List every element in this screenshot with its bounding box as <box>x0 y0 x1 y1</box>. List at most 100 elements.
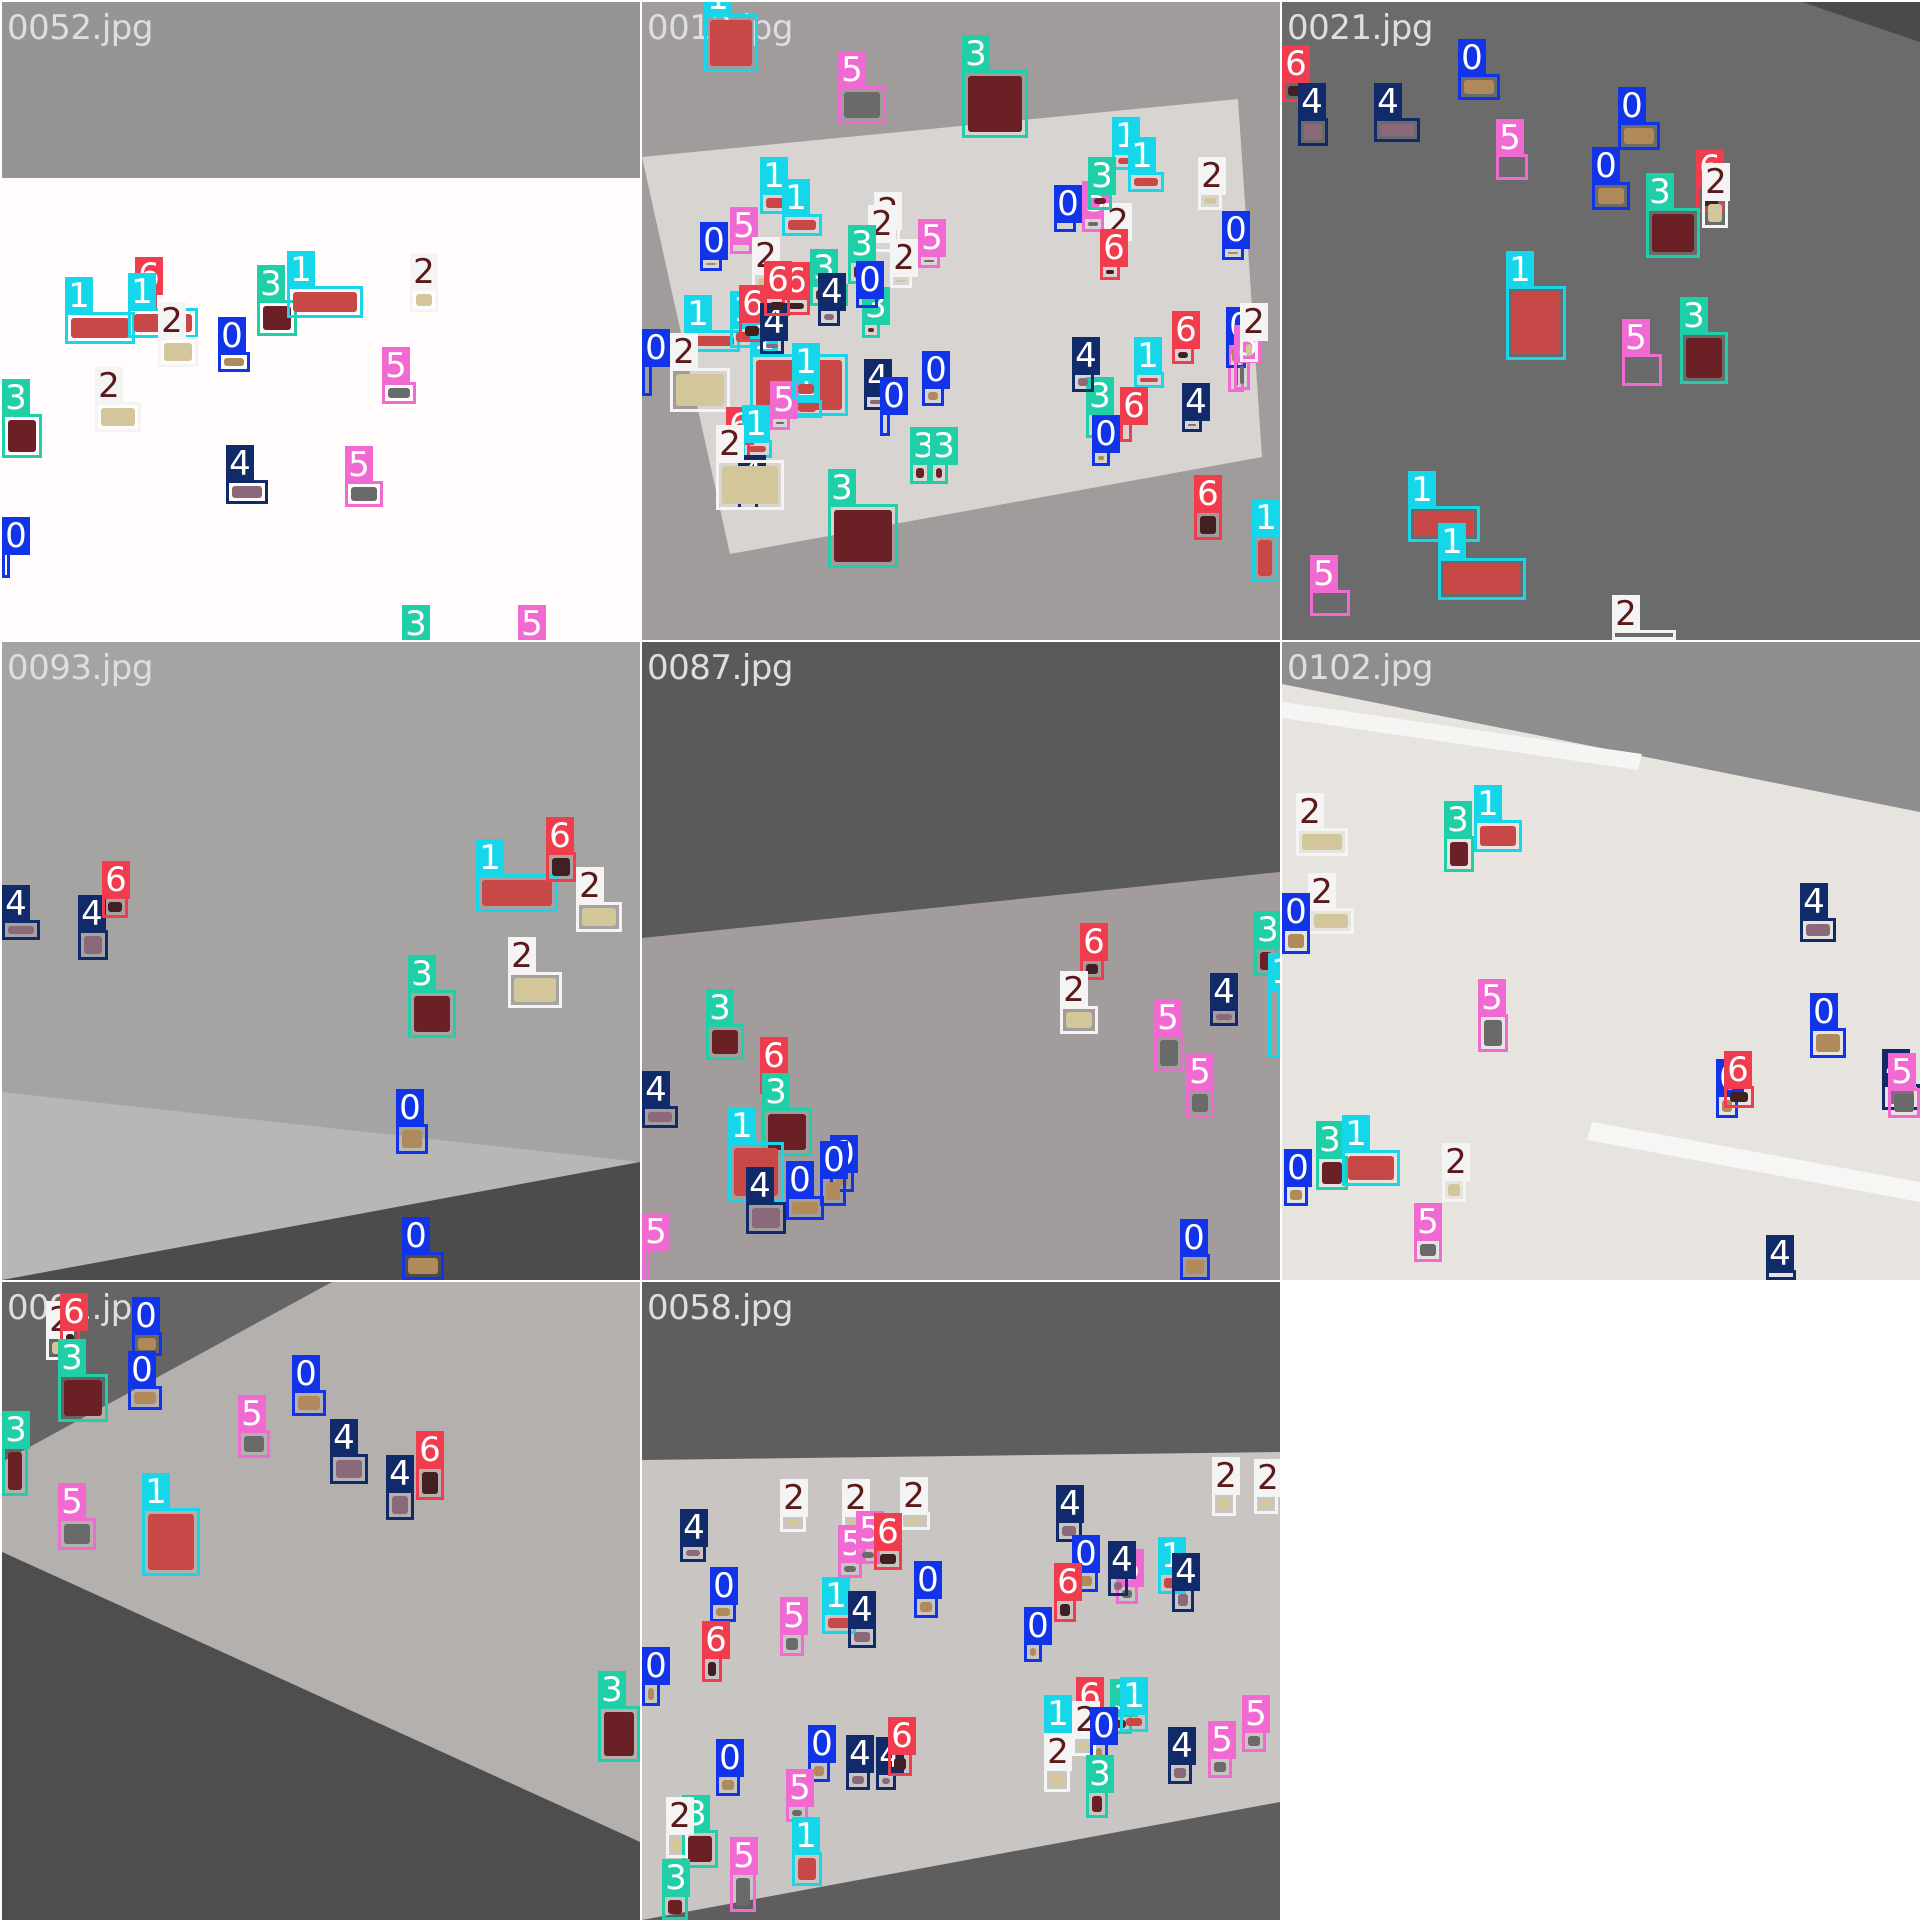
detection-box: 1 <box>287 251 363 318</box>
class-label: 4 <box>1766 1235 1794 1273</box>
detection-box: 3 <box>2 379 42 458</box>
class-label: 0 <box>1618 87 1646 125</box>
detection-box: 0 <box>700 222 728 271</box>
detection-box: 4 <box>1172 1553 1200 1612</box>
detection-box: 1 <box>1128 137 1164 192</box>
class-label: 0 <box>396 1089 424 1127</box>
detection-box: 5 <box>1496 119 1528 180</box>
detection-box: 6 <box>546 817 576 882</box>
detection-box: 5 <box>730 1837 758 1912</box>
class-label: 0 <box>710 1567 738 1605</box>
detection-box: 5 <box>642 1213 670 1280</box>
class-label: 6 <box>888 1717 916 1755</box>
class-label: 1 <box>142 1473 170 1511</box>
class-label: 0 <box>880 377 908 415</box>
class-label: 1 <box>1252 499 1280 537</box>
class-label: 3 <box>930 427 958 465</box>
detection-box: 6 <box>1282 45 1310 102</box>
detection-box: 5 <box>730 207 758 254</box>
detection-box: 1 <box>1268 953 1280 1058</box>
class-label: 4 <box>1210 973 1238 1011</box>
class-label: 2 <box>508 937 536 975</box>
detection-box: 4 <box>680 1509 708 1562</box>
detection-box: 3 <box>2 1411 30 1496</box>
class-label: 4 <box>330 1419 358 1457</box>
detection-box: 3 <box>598 1671 640 1762</box>
class-label: 4 <box>1108 1541 1136 1579</box>
detection-box: 5 <box>1234 325 1262 390</box>
class-label: 4 <box>1172 1553 1200 1591</box>
class-label: 6 <box>60 1293 88 1331</box>
class-label: 4 <box>386 1455 414 1493</box>
detection-box: 6 <box>1194 475 1222 540</box>
detection-box: 3 <box>408 955 456 1038</box>
detection-box: 4 <box>1168 1727 1196 1784</box>
detection-box: 1 <box>1342 1115 1400 1186</box>
detection-box: 0 <box>1618 87 1660 150</box>
detection-box: 3 <box>828 469 898 568</box>
class-label: 2 <box>95 367 123 405</box>
class-label: 3 <box>402 605 430 640</box>
detection-box: 4 <box>2 885 40 940</box>
tile-background <box>2 1282 640 1920</box>
detection-box: 0 <box>396 1089 428 1154</box>
detection-box: 6 <box>1080 923 1108 980</box>
detection-box: 0 <box>1180 1219 1210 1280</box>
class-label: 5 <box>1888 1053 1916 1091</box>
detection-box: 4 <box>330 1419 368 1484</box>
detection-box: 3 <box>1086 1755 1114 1818</box>
class-label: 2 <box>1442 1143 1470 1181</box>
class-label: 2 <box>1198 157 1226 195</box>
detection-box: 4 <box>1210 973 1238 1026</box>
detection-box: 1 <box>684 295 740 352</box>
class-label: 3 <box>58 1339 86 1377</box>
class-label: 5 <box>58 1483 86 1521</box>
detection-box: 0 <box>856 261 884 308</box>
class-label: 0 <box>1458 39 1486 77</box>
detection-box: 3 <box>1646 173 1700 258</box>
detection-box: 5 <box>1208 1721 1236 1778</box>
class-label: 0 <box>1180 1219 1208 1257</box>
detection-box: 5 <box>838 51 886 124</box>
detection-box: 5 <box>1622 319 1662 386</box>
empty-tile <box>1282 1282 1920 1920</box>
class-label: 6 <box>1080 923 1108 961</box>
class-label: 6 <box>546 817 574 855</box>
detection-box: 3 <box>1254 911 1280 976</box>
class-label: 1 <box>782 179 810 217</box>
class-label: 4 <box>1168 1727 1196 1765</box>
detection-box: 1 <box>822 1577 856 1634</box>
class-label: 2 <box>716 425 744 463</box>
detection-box: 4 <box>1108 1541 1136 1596</box>
class-label: 3 <box>1316 1121 1344 1159</box>
detection-box: 2 <box>1212 1457 1240 1516</box>
detection-box: 0 <box>1222 211 1250 260</box>
detection-box: 4 <box>642 1071 678 1128</box>
class-label: 0 <box>1222 211 1250 249</box>
class-label: 6 <box>102 861 130 899</box>
detection-box: 0 <box>716 1739 744 1796</box>
class-label: 0 <box>1284 1149 1312 1187</box>
class-label: 1 <box>1506 251 1534 289</box>
detection-box: 1 <box>1474 785 1522 852</box>
detection-box: 0 <box>1092 415 1120 466</box>
detection-box: 3 <box>1680 297 1728 384</box>
mosaic-tile-0052: 0052.jpg 1 6 1 2 3 1 0 2 2 3 5 4 5 0 3 5 <box>2 2 640 640</box>
class-label: 5 <box>780 1597 808 1635</box>
detection-box: 2 <box>1442 1143 1470 1202</box>
class-label: 3 <box>762 1073 790 1111</box>
class-label: 0 <box>1054 185 1082 223</box>
class-label: 2 <box>1702 163 1730 201</box>
class-label: 0 <box>1024 1607 1052 1645</box>
detection-box: 1 <box>1134 337 1164 388</box>
detection-box: 3 <box>662 1859 690 1920</box>
detection-box: 0 <box>1810 993 1846 1058</box>
class-label: 1 <box>1134 337 1162 375</box>
detection-box: 4 <box>848 1591 876 1648</box>
class-label: 0 <box>218 317 246 355</box>
class-label: 0 <box>1092 415 1120 453</box>
detection-box: 0 <box>922 351 950 406</box>
detection-box: 0 <box>128 1351 162 1410</box>
class-label: 4 <box>642 1071 670 1109</box>
detection-box: 2 <box>890 239 918 288</box>
